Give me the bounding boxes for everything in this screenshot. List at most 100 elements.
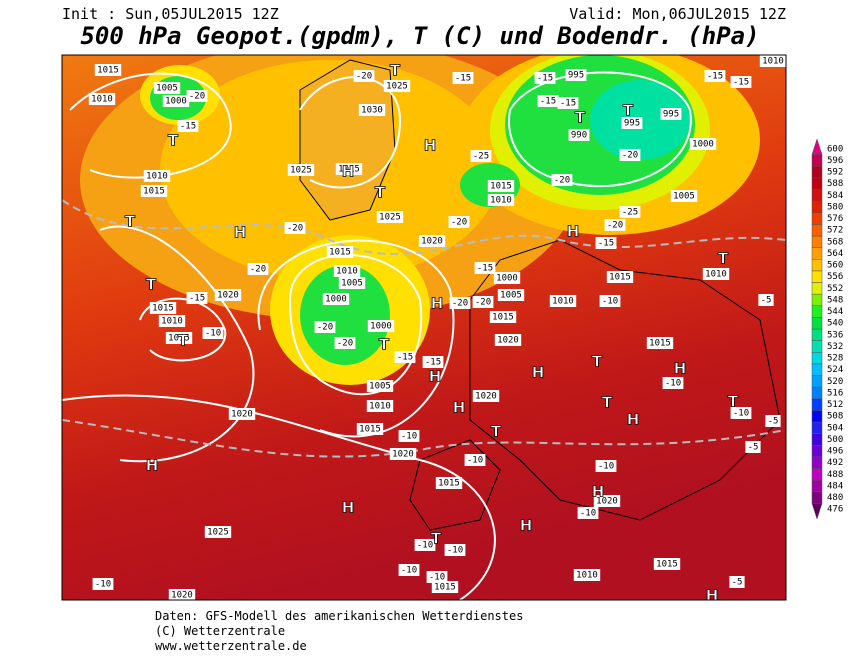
pressure-label-box xyxy=(88,93,116,105)
legend-label: 480 xyxy=(827,493,843,503)
pressure-center: T xyxy=(623,102,634,120)
legend-label: 552 xyxy=(827,284,843,294)
legend-label: 516 xyxy=(827,388,843,398)
legend-label: 532 xyxy=(827,342,843,352)
pressure-label: 1015 xyxy=(609,273,631,283)
pressure-label: 1010 xyxy=(490,196,512,206)
temperature-label: -15 xyxy=(189,294,205,304)
pressure-label: 1020 xyxy=(497,336,519,346)
legend-label: 580 xyxy=(827,202,843,212)
pressure-label-box xyxy=(287,164,315,176)
temperature-label-box xyxy=(729,576,745,588)
temperature-label: -5 xyxy=(761,296,772,306)
temperature-label: -15 xyxy=(537,74,553,84)
pressure-center: H xyxy=(431,295,444,313)
temperature-label: -15 xyxy=(707,72,723,82)
temperature-label: -10 xyxy=(733,409,749,419)
pressure-label: 1000 xyxy=(496,274,518,284)
temperature-label-box xyxy=(452,72,474,84)
pressure-label-box xyxy=(366,380,394,392)
pressure-label-box xyxy=(338,277,366,289)
pressure-label-box xyxy=(549,295,577,307)
pressure-label: 1005 xyxy=(156,84,178,94)
pressure-label-box xyxy=(143,170,171,182)
legend-label: 568 xyxy=(827,237,843,247)
isotherm xyxy=(62,199,786,255)
pressure-label: 1010 xyxy=(336,267,358,277)
temperature-label: -10 xyxy=(447,546,463,556)
pressure-center: T xyxy=(125,213,136,231)
pressure-label: 1015 xyxy=(656,560,678,570)
pressure-label-box xyxy=(660,108,682,120)
pressure-center: H xyxy=(429,368,442,386)
pressure-label-box xyxy=(214,289,242,301)
pressure-label-box xyxy=(153,82,181,94)
pressure-label-box xyxy=(322,293,350,305)
map: 1015 1010 1005 1000 1010 1015 1030 1025 1025 1015… xyxy=(62,55,786,600)
pressure-center: H xyxy=(532,364,545,382)
legend-label: 508 xyxy=(827,412,843,422)
temperature-label-box xyxy=(422,356,444,368)
legend-label: 540 xyxy=(827,319,843,329)
legend-label: 504 xyxy=(827,423,843,433)
legend-swatch xyxy=(811,212,823,225)
temperature-label: -20 xyxy=(607,221,623,231)
source-note: Daten: GFS-Modell des amerikanischen Wet… xyxy=(155,609,523,623)
pressure-center: T xyxy=(379,336,390,354)
pressure-label: 1000 xyxy=(165,97,187,107)
pressure-label-box xyxy=(431,581,459,593)
pressure-center: T xyxy=(178,332,189,350)
legend-swatch xyxy=(811,386,823,399)
temperature-label-box xyxy=(730,76,752,88)
temperature-label-box xyxy=(247,263,269,275)
pressure-label-box xyxy=(646,337,674,349)
legend-swatch xyxy=(811,398,823,411)
isobar xyxy=(99,225,255,463)
legend-label: 600 xyxy=(827,144,843,154)
pressure-label: 995 xyxy=(624,119,640,129)
pressure-label: 1005 xyxy=(673,192,695,202)
temperature-label-box xyxy=(394,351,416,363)
temperature-label-box xyxy=(334,337,356,349)
legend-swatch xyxy=(811,468,823,481)
pressure-label: 1020 xyxy=(421,237,443,247)
pressure-center: T xyxy=(390,62,401,80)
pressure-label-box xyxy=(228,408,256,420)
temperature-label-box xyxy=(472,296,494,308)
temperature-label: -15 xyxy=(733,78,749,88)
temperature-label: -10 xyxy=(665,379,681,389)
temperature-label-box xyxy=(765,415,781,427)
isobar xyxy=(139,297,227,362)
pressure-label-box xyxy=(165,332,193,344)
legend-swatch xyxy=(811,433,823,446)
legend-label: 572 xyxy=(827,226,843,236)
pressure-label: 1010 xyxy=(705,270,727,280)
legend-swatch xyxy=(811,189,823,202)
pressure-label-box xyxy=(389,448,417,460)
pressure-label-box xyxy=(168,589,196,600)
pressure-label-box xyxy=(759,55,786,67)
pressure-label-box xyxy=(472,390,500,402)
temperature-label-box xyxy=(557,97,579,109)
pressure-label: 1010 xyxy=(576,571,598,581)
pressure-label: 1000 xyxy=(325,295,347,305)
temperature-label: -15 xyxy=(560,99,576,109)
temperature-label-box xyxy=(186,90,208,102)
pressure-label-box xyxy=(689,138,717,150)
temperature-label: -10 xyxy=(467,456,483,466)
pressure-label-box xyxy=(593,495,621,507)
pressure-center: T xyxy=(592,353,603,371)
legend-label: 496 xyxy=(827,447,843,457)
pressure-center: T xyxy=(146,276,157,294)
legend-arrow xyxy=(811,138,823,155)
pressure-center: T xyxy=(718,250,729,268)
legend: 4764804844884924965005045085125165205245… xyxy=(811,138,843,520)
isobar xyxy=(257,239,455,438)
pressure-label: 1020 xyxy=(217,291,239,301)
pressure-label-box xyxy=(568,129,590,141)
pressure-label-box xyxy=(573,569,601,581)
pressure-label-box xyxy=(358,104,386,116)
pressure-label-box xyxy=(606,271,634,283)
temperature-label-box xyxy=(534,72,556,84)
temperature-label-box xyxy=(551,174,573,186)
